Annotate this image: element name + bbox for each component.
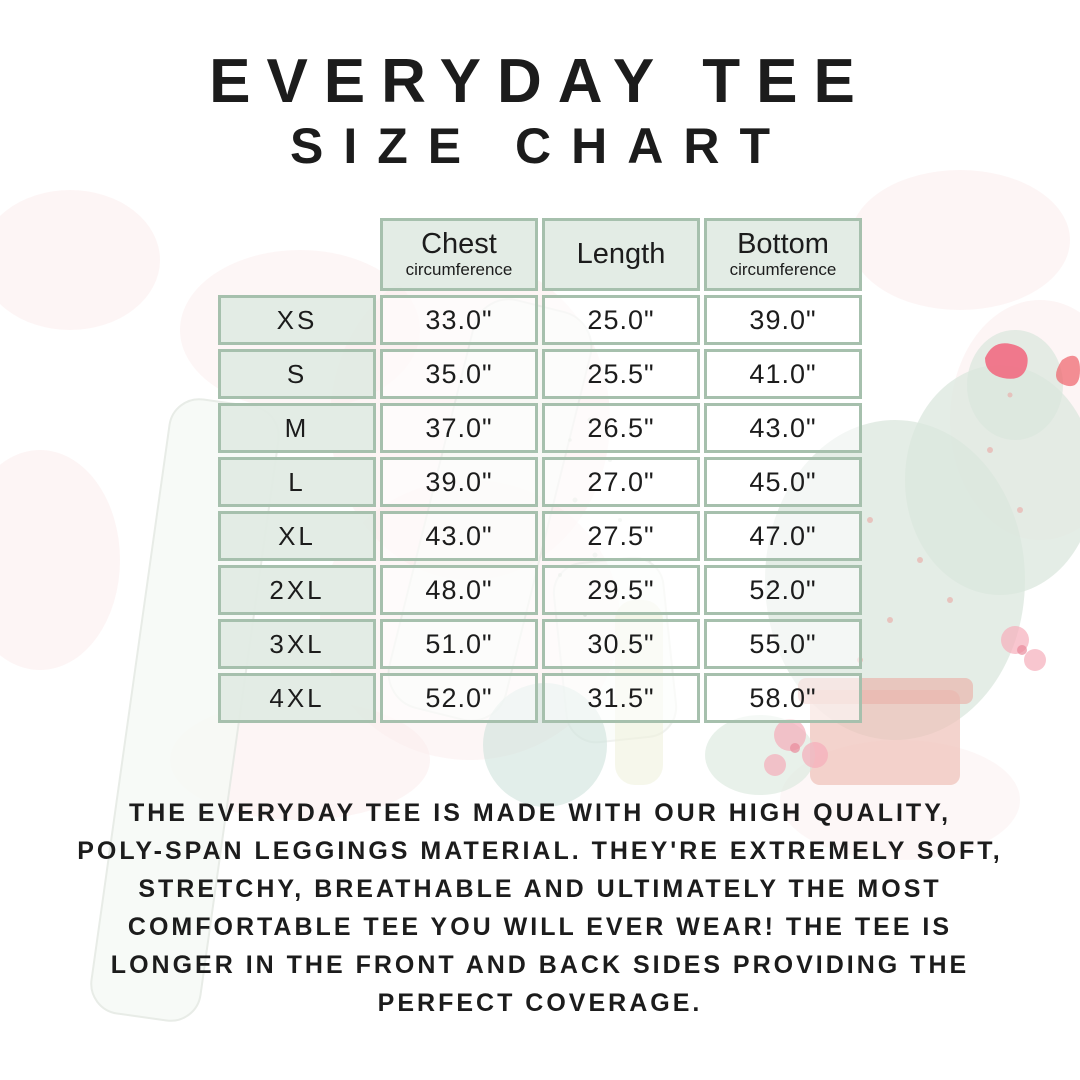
length-value: 31.5" bbox=[542, 673, 700, 723]
length-label: Length bbox=[576, 238, 666, 271]
length-value: 30.5" bbox=[542, 619, 700, 669]
bottom-value: 39.0" bbox=[704, 295, 862, 345]
bottom-value: 55.0" bbox=[704, 619, 862, 669]
bottom-value: 52.0" bbox=[704, 565, 862, 615]
length-value: 27.0" bbox=[542, 457, 700, 507]
length-value: 26.5" bbox=[542, 403, 700, 453]
cactus-flower bbox=[985, 343, 1028, 379]
length-value: 27.5" bbox=[542, 511, 700, 561]
description-line: STRETCHY, BREATHABLE AND ULTIMATELY THE … bbox=[138, 875, 942, 903]
header-row: Chest circumference Length Bottom circum… bbox=[218, 218, 862, 291]
size-label: M bbox=[218, 403, 376, 453]
description-line: LONGER IN THE FRONT AND BACK SIDES PROVI… bbox=[110, 951, 970, 979]
bottom-value: 47.0" bbox=[704, 511, 862, 561]
size-label: 3XL bbox=[218, 619, 376, 669]
length-value: 25.0" bbox=[542, 295, 700, 345]
table-row: XL 43.0" 27.5" 47.0" bbox=[218, 511, 862, 561]
description-line: PERFECT COVERAGE. bbox=[377, 989, 703, 1017]
title-block: EVERYDAY TEE SIZE CHART bbox=[0, 47, 1080, 176]
table-row: L 39.0" 27.0" 45.0" bbox=[218, 457, 862, 507]
bottom-value: 45.0" bbox=[704, 457, 862, 507]
chest-value: 35.0" bbox=[380, 349, 538, 399]
chest-value: 33.0" bbox=[380, 295, 538, 345]
table-row: S 35.0" 25.5" 41.0" bbox=[218, 349, 862, 399]
size-table: Chest circumference Length Bottom circum… bbox=[214, 214, 866, 727]
header-empty-cell bbox=[218, 218, 376, 291]
chest-value: 51.0" bbox=[380, 619, 538, 669]
chest-label: Chest bbox=[421, 227, 497, 260]
red-accent-right-edge bbox=[1056, 355, 1080, 387]
chest-value: 39.0" bbox=[380, 457, 538, 507]
bottom-value: 58.0" bbox=[704, 673, 862, 723]
length-value: 29.5" bbox=[542, 565, 700, 615]
bottom-label: Bottom bbox=[737, 227, 829, 260]
table-row: 3XL 51.0" 30.5" 55.0" bbox=[218, 619, 862, 669]
description-line: COMFORTABLE TEE YOU WILL EVER WEAR! THE … bbox=[127, 913, 953, 941]
page-title: EVERYDAY TEE bbox=[209, 47, 871, 116]
header-chest: Chest circumference bbox=[380, 218, 538, 291]
header-bottom: Bottom circumference bbox=[704, 218, 862, 291]
description-text: THE EVERYDAY TEE IS MADE WITH OUR HIGH Q… bbox=[0, 794, 1080, 1022]
size-label: XS bbox=[218, 295, 376, 345]
description-line: POLY-SPAN LEGGINGS MATERIAL. THEY'RE EXT… bbox=[77, 837, 1003, 865]
size-label: 2XL bbox=[218, 565, 376, 615]
bottom-value: 41.0" bbox=[704, 349, 862, 399]
chest-value: 52.0" bbox=[380, 673, 538, 723]
page-subtitle: SIZE CHART bbox=[290, 118, 790, 175]
table-row: M 37.0" 26.5" 43.0" bbox=[218, 403, 862, 453]
chest-value: 37.0" bbox=[380, 403, 538, 453]
description-line: THE EVERYDAY TEE IS MADE WITH OUR HIGH Q… bbox=[128, 799, 952, 827]
size-label: L bbox=[218, 457, 376, 507]
bottom-sublabel: circumference bbox=[729, 260, 837, 280]
table-row: XS 33.0" 25.0" 39.0" bbox=[218, 295, 862, 345]
header-length: Length bbox=[542, 218, 700, 291]
chest-value: 43.0" bbox=[380, 511, 538, 561]
table-row: 4XL 52.0" 31.5" 58.0" bbox=[218, 673, 862, 723]
table-row: 2XL 48.0" 29.5" 52.0" bbox=[218, 565, 862, 615]
chest-sublabel: circumference bbox=[405, 260, 513, 280]
bottom-value: 43.0" bbox=[704, 403, 862, 453]
chest-value: 48.0" bbox=[380, 565, 538, 615]
size-label: S bbox=[218, 349, 376, 399]
size-label: 4XL bbox=[218, 673, 376, 723]
size-label: XL bbox=[218, 511, 376, 561]
size-table-container: Chest circumference Length Bottom circum… bbox=[214, 214, 866, 727]
length-value: 25.5" bbox=[542, 349, 700, 399]
